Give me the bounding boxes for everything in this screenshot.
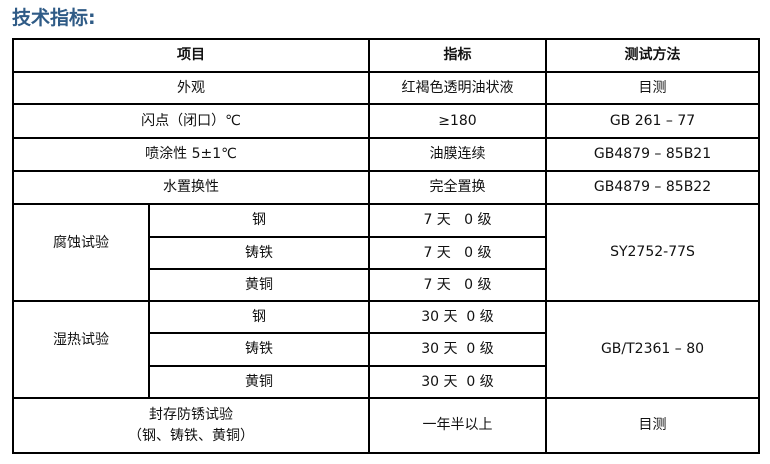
spec-cell: 油膜连续 — [368, 137, 547, 172]
metal-cell: 黄铜 — [148, 268, 370, 302]
spec-cell: ≥180 — [368, 103, 547, 139]
method-cell: 目测 — [545, 71, 760, 105]
item-cell: 湿热试验 — [12, 300, 150, 399]
spec-cell: 30 天 0 级 — [368, 300, 547, 334]
header-method: 测试方法 — [545, 38, 760, 73]
table-row: 湿热试验 钢 30 天 0 级 GB/T2361 – 80 — [12, 300, 760, 399]
method-cell: GB4879 – 85B22 — [545, 170, 760, 205]
table-row: 腐蚀试验 钢 7 天 0 级 SY2752-77S — [12, 203, 760, 302]
metal-cell: 铸铁 — [148, 332, 370, 367]
spec-cell: 完全置换 — [368, 170, 547, 205]
table-row: 闪点（闭口）℃ ≥180 GB 261 – 77 — [12, 103, 760, 139]
metal-cell: 黄铜 — [148, 365, 370, 399]
table-row: 黄铜 30 天 0 级 — [13, 365, 759, 399]
spec-cell: 30 天 0 级 — [368, 332, 547, 367]
item-cell: 闪点（闭口）℃ — [12, 103, 370, 139]
method-cell: SY2752-77S — [545, 203, 760, 302]
metal-cell: 钢 — [148, 300, 370, 334]
spec-cell: 30 天 0 级 — [368, 365, 547, 399]
metal-cell: 铸铁 — [148, 236, 370, 270]
item-cell: 外观 — [12, 71, 370, 105]
method-cell: 目测 — [545, 397, 760, 454]
method-cell: GB/T2361 – 80 — [545, 300, 760, 399]
spec-cell: 红褐色透明油状液 — [368, 71, 547, 105]
table-row: 铸铁 30 天 0 级 — [13, 332, 759, 367]
item-cell: 腐蚀试验 — [12, 203, 150, 302]
table-row: 外观 红褐色透明油状液 目测 — [12, 71, 760, 105]
header-spec: 指标 — [368, 38, 547, 73]
table-row: 喷涂性 5±1℃ 油膜连续 GB4879 – 85B21 — [12, 137, 760, 172]
table-row: 封存防锈试验 （钢、铸铁、黄铜） 一年半以上 目测 — [12, 397, 760, 454]
item-cell: 喷涂性 5±1℃ — [12, 137, 370, 172]
item-cell: 封存防锈试验 （钢、铸铁、黄铜） — [12, 397, 370, 454]
spec-cell: 7 天 0 级 — [368, 236, 547, 270]
metal-cell: 钢 — [148, 203, 370, 238]
spec-cell: 7 天 0 级 — [368, 203, 547, 238]
table-row: 铸铁 7 天 0 级 — [13, 236, 759, 270]
item-line: （钢、铸铁、黄铜） — [128, 427, 254, 444]
item-cell: 水置换性 — [12, 170, 370, 205]
section-title: 技术指标: — [12, 7, 96, 29]
spec-cell: 一年半以上 — [368, 397, 547, 454]
table-row: 黄铜 7 天 0 级 — [13, 268, 759, 302]
header-row: 项目 指标 测试方法 — [12, 38, 760, 73]
spec-cell: 7 天 0 级 — [368, 268, 547, 302]
method-cell: GB 261 – 77 — [545, 103, 760, 139]
table-row: 水置换性 完全置换 GB4879 – 85B22 — [12, 170, 760, 205]
header-item: 项目 — [12, 38, 370, 73]
method-cell: GB4879 – 85B21 — [545, 137, 760, 172]
spec-table: 项目 指标 测试方法 外观 红褐色透明油状液 目测 闪点（闭口）℃ ≥180 GB 26… — [12, 38, 760, 454]
item-line: 封存防锈试验 — [149, 406, 233, 423]
